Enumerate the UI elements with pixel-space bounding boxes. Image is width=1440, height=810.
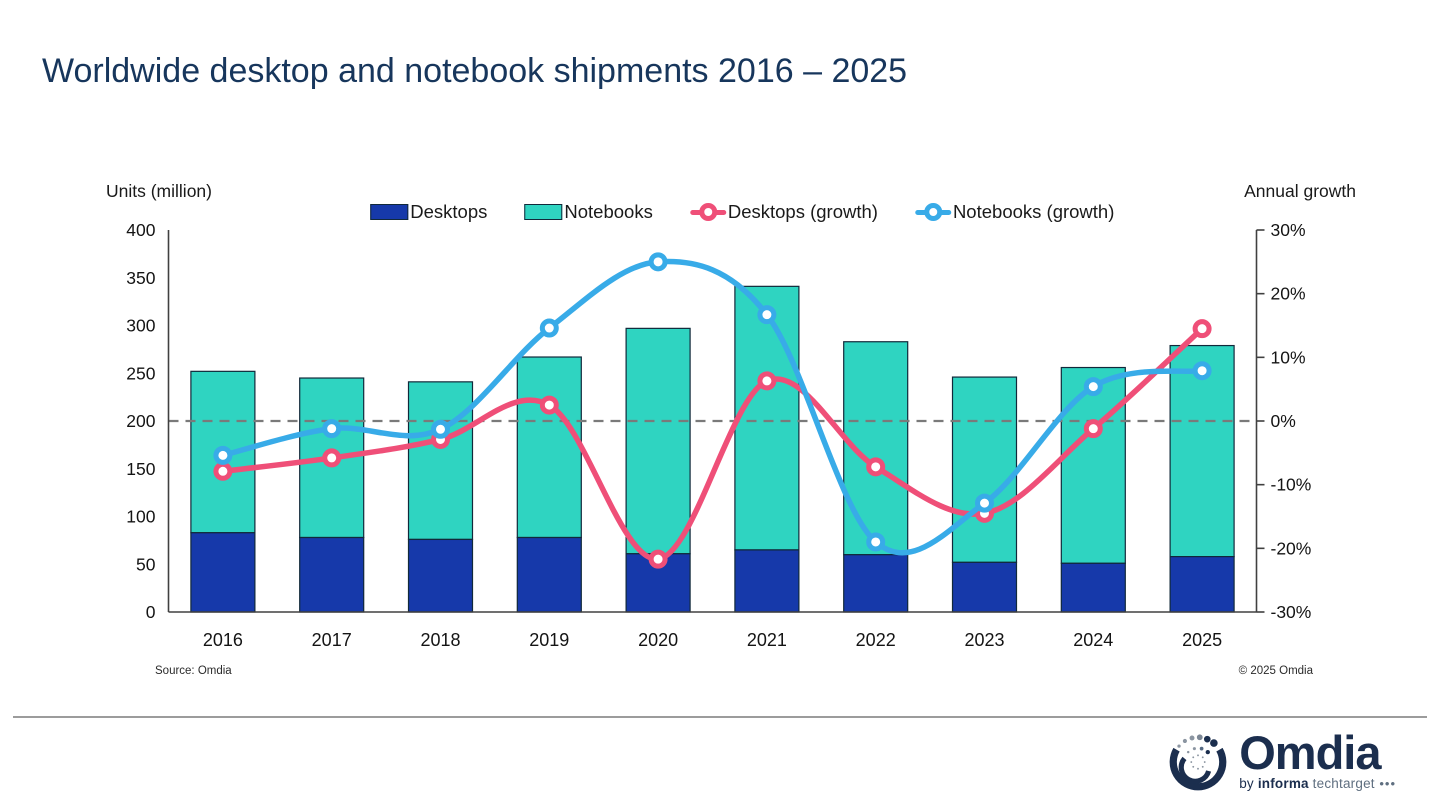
- omdia-logo: Omdia by informa techtarget •••: [1165, 728, 1396, 794]
- growth-point-2020: [648, 252, 668, 272]
- legend-label: Notebooks (growth): [952, 201, 1115, 222]
- left-tick-250: 250: [126, 363, 155, 383]
- notebooks-growth--series: [213, 252, 1212, 556]
- notebooks-bar-2025: [1169, 344, 1235, 558]
- left-tick-150: 150: [126, 459, 155, 479]
- x-label-2025: 2025: [1182, 630, 1222, 650]
- right-tick-10: 10%: [1271, 347, 1306, 367]
- notebooks-bar-2020: [625, 327, 691, 555]
- growth-point-2019: [539, 318, 559, 338]
- desktops-bar-2023: [951, 561, 1018, 613]
- legend-label: Notebooks: [564, 201, 653, 222]
- growth-point-2022: [866, 457, 886, 477]
- right-axis-title: Annual growth: [1244, 181, 1356, 201]
- legend-item-notebooks: Notebooks: [524, 201, 653, 223]
- x-label-2017: 2017: [312, 630, 352, 650]
- legend-item-notebooks-growth: Notebooks (growth): [914, 201, 1115, 223]
- page-title: Worldwide desktop and notebook shipments…: [42, 52, 908, 90]
- desktops-growth--series: [213, 319, 1212, 569]
- growth-point-2023: [975, 493, 994, 513]
- left-tick-0: 0: [146, 602, 156, 622]
- right-tick--20: -20%: [1271, 538, 1312, 558]
- right-tick--10: -10%: [1271, 475, 1312, 495]
- growth-point-2025: [1192, 319, 1212, 339]
- desktops-growth-marker-icon: [689, 202, 726, 222]
- x-axis-labels: 2016 2017 2018 2019 2020 2021 2022 2023 2024 2025: [203, 630, 1222, 650]
- x-label-2022: 2022: [856, 630, 896, 650]
- x-label-2020: 2020: [638, 630, 678, 650]
- tagline-informa: informa: [1257, 776, 1309, 791]
- notebooks-bar-2019: [516, 356, 582, 539]
- notebooks-bar-2024: [1060, 366, 1126, 564]
- legend-label: Desktops (growth): [727, 201, 878, 222]
- bars-layer: [190, 285, 1235, 613]
- right-tick-20: 20%: [1271, 284, 1306, 304]
- omdia-wordmark-block: Omdia by informa techtarget •••: [1239, 726, 1396, 792]
- growth-point-2020: [648, 549, 668, 569]
- growth-point-2017: [322, 448, 342, 468]
- x-label-2019: 2019: [529, 630, 569, 650]
- legend-item-desktops-growth: Desktops (growth): [689, 201, 878, 223]
- chart-legend: Desktops Notebooks Desktops (growth) Not…: [370, 201, 1114, 223]
- legend-item-desktops: Desktops: [370, 201, 487, 223]
- growth-point-2016: [213, 445, 233, 465]
- x-label-2016: 2016: [203, 630, 243, 650]
- growth-line: [220, 325, 1205, 562]
- left-tick-400: 400: [126, 220, 155, 240]
- left-tick-labels: 0 50 100 150 200 250 300 350 400: [126, 220, 155, 622]
- tagline-dots-icon: •••: [1374, 776, 1396, 791]
- desktops-bar-2016: [190, 532, 256, 613]
- growth-point-2019: [539, 395, 559, 415]
- omdia-wordmark: Omdia: [1239, 726, 1381, 779]
- growth-point-2021: [757, 371, 777, 391]
- left-tick-100: 100: [126, 507, 155, 527]
- x-label-2021: 2021: [747, 630, 787, 650]
- desktops-bar-2025: [1169, 556, 1235, 613]
- tagline-techtarget: techtarget: [1308, 776, 1375, 791]
- desktops-bar-2019: [516, 536, 582, 613]
- tagline-by: by: [1239, 776, 1258, 791]
- notebooks-bar-2023: [951, 376, 1018, 563]
- growth-point-2016: [213, 461, 233, 481]
- growth-point-2024: [1083, 419, 1103, 439]
- left-tick-50: 50: [136, 554, 156, 574]
- desktops-bar-2024: [1060, 562, 1126, 613]
- omdia-logo-icon: [1169, 734, 1227, 791]
- growth-point-2024: [1083, 377, 1103, 397]
- growth-line: [220, 258, 1205, 556]
- right-tick--30: -30%: [1271, 602, 1312, 622]
- x-label-2024: 2024: [1073, 630, 1113, 650]
- left-tick-200: 200: [126, 411, 155, 431]
- left-tick-350: 350: [126, 268, 155, 288]
- right-tick-30: 30%: [1271, 220, 1306, 240]
- desktops-bar-2018: [407, 538, 474, 613]
- notebooks-bar-2018: [407, 381, 474, 541]
- legend-label: Desktops: [410, 201, 488, 222]
- desktops-bar-2017: [299, 536, 365, 613]
- growth-point-2022: [866, 532, 886, 552]
- notebooks-growth-marker-icon: [914, 202, 951, 222]
- notebooks-swatch: [524, 204, 563, 220]
- desktops-swatch: [370, 204, 409, 220]
- growth-point-2017: [322, 419, 342, 439]
- growth-point-2018: [431, 419, 450, 439]
- desktops-bar-2022: [843, 554, 909, 613]
- footer-divider: [13, 716, 1427, 718]
- left-tick-300: 300: [126, 316, 155, 336]
- notebooks-bar-2021: [734, 285, 800, 551]
- growth-point-2021: [757, 305, 777, 325]
- omdia-tagline: by informa techtarget •••: [1239, 776, 1396, 791]
- desktops-bar-2021: [734, 549, 800, 613]
- right-tick-0: 0%: [1271, 411, 1296, 431]
- right-tick-labels: 30% 20% 10% 0% -10% -20% -30%: [1256, 220, 1312, 622]
- source-note: Source: Omdia: [155, 665, 232, 677]
- x-label-2018: 2018: [420, 630, 460, 650]
- left-axis-title: Units (million): [106, 181, 212, 201]
- copyright-note: © 2025 Omdia: [1238, 665, 1313, 677]
- growth-point-2025: [1192, 361, 1212, 381]
- x-label-2023: 2023: [964, 630, 1004, 650]
